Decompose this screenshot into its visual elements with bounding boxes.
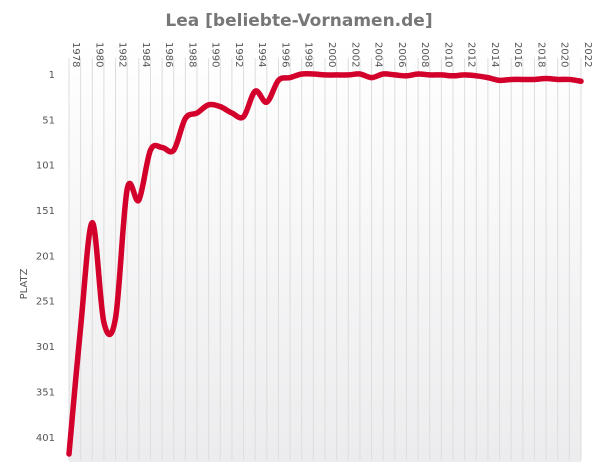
x-tick-label: 1988 [186,42,197,67]
x-tick-label: 1986 [163,42,174,67]
x-axis: 1978 1980 1982 1984 1986 1988 1990 1992 1994 1996… [70,42,593,67]
x-tick-label: 2000 [326,42,337,67]
x-tick-label: 1992 [233,42,244,67]
x-tick-label: 2002 [349,42,360,67]
x-tick-label: 2016 [512,42,523,67]
x-tick-label: 2014 [489,42,500,67]
series-group [66,70,584,457]
x-tick-label: 1990 [210,42,221,67]
y-tick-label: 301 [36,342,55,353]
x-tick-label: 1994 [256,42,267,67]
x-tick-label: 2020 [559,42,570,67]
x-tick-label: 2004 [373,42,384,67]
y-tick-label: 201 [36,251,55,262]
y-tick-label: 401 [36,433,55,444]
y-tick-label: 101 [36,161,55,172]
x-tick-label: 2006 [396,42,407,67]
y-tick-label: 251 [36,297,55,308]
chart-title: Lea [beliebte-Vornamen.de] [165,11,432,31]
x-tick-label: 2022 [582,42,593,67]
y-tick-label: 351 [36,387,55,398]
series-line [66,70,584,457]
x-tick-label: 1996 [279,42,290,67]
x-tick-label: 1998 [303,42,314,67]
x-tick-label: 1982 [117,42,128,67]
x-tick-label: 2008 [419,42,430,67]
x-tick-label: 1984 [140,42,151,67]
grid-lines [68,58,582,460]
x-tick-label: 1980 [93,42,104,67]
y-tick-label: 151 [36,206,55,217]
y-axis-label: PLATZ [19,268,30,299]
y-tick-label: 1 [49,70,55,81]
x-tick-label: 1978 [70,42,81,67]
x-tick-label: 2018 [535,42,546,67]
x-tick-label: 2012 [466,42,477,67]
y-tick-label: 51 [42,115,55,126]
x-tick-label: 2010 [442,42,453,67]
